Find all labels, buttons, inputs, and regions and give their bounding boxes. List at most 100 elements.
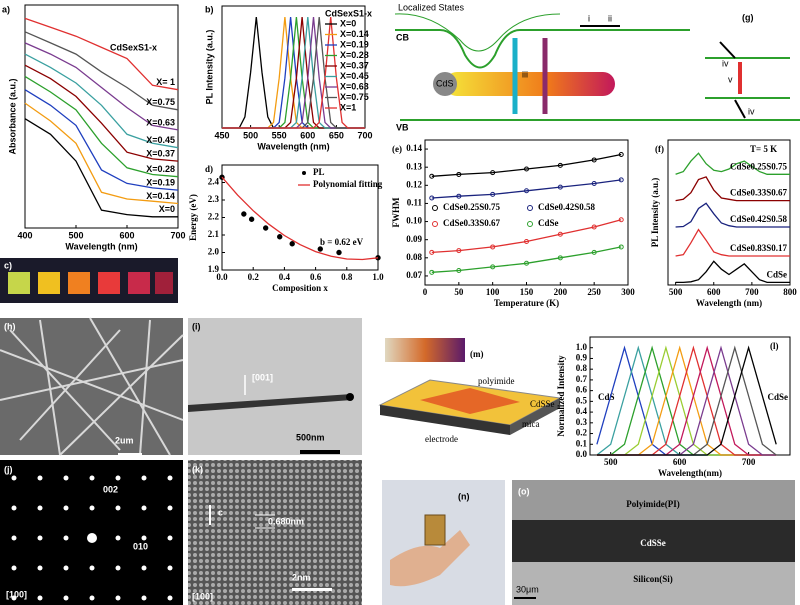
diffraction-spot xyxy=(63,565,69,571)
y-tick-label: 0.09 xyxy=(406,234,422,244)
x-tick-label: 0.4 xyxy=(279,272,291,282)
diffraction-spot xyxy=(37,565,43,571)
legend-label: PL xyxy=(313,167,325,177)
y-axis-label: PL Intensity (a.u.) xyxy=(204,30,214,105)
zone-axis-label: [100] xyxy=(6,589,27,599)
diagram-label: ii xyxy=(608,13,612,23)
diffraction-spot xyxy=(115,595,121,601)
panel-label: (n) xyxy=(458,491,470,501)
series-line xyxy=(596,345,777,456)
series-label: X=0 xyxy=(159,204,175,214)
data-point xyxy=(524,188,529,194)
diagram-label: i xyxy=(588,13,590,23)
zone-axis-label: [100] xyxy=(192,591,213,601)
series-label: CdSe0.33S0.67 xyxy=(730,188,788,198)
x-tick-label: 700 xyxy=(742,457,756,467)
y-tick-label: 0.11 xyxy=(407,198,423,208)
diagram-g: Localized States (g) CB VB i ii iii iv v… xyxy=(394,2,800,132)
data-point xyxy=(591,157,597,163)
data-point xyxy=(456,268,462,273)
diffraction-spot xyxy=(11,505,17,511)
x-axis-label: Composition x xyxy=(272,283,328,293)
series-line xyxy=(596,345,777,456)
y-tick-label: 0.1 xyxy=(576,438,588,448)
series-label: CdSe0.25S0.75 xyxy=(730,161,788,171)
data-point xyxy=(490,244,496,250)
diffraction-spot xyxy=(115,565,121,571)
x-tick-label: 0.0 xyxy=(216,272,228,282)
annotation: T= 5 K xyxy=(750,144,777,154)
panel-label: b) xyxy=(205,4,214,14)
series-line xyxy=(24,31,179,111)
y-tick-label: 0.08 xyxy=(406,252,422,262)
layer-label: Polyimide(PI) xyxy=(626,499,680,509)
data-point xyxy=(429,269,435,275)
data-point xyxy=(557,184,563,190)
series-label: X=0.28 xyxy=(146,164,175,174)
legend-label: X=0.75 xyxy=(340,92,369,102)
direction-label: [001] xyxy=(252,372,273,382)
series-line xyxy=(24,89,179,191)
series-line xyxy=(675,152,790,175)
scale-bar-label: 2um xyxy=(115,435,134,445)
diagram-label: iv xyxy=(748,106,755,116)
diffraction-spot xyxy=(87,533,97,543)
diffraction-spot xyxy=(141,505,147,511)
data-point xyxy=(317,246,323,252)
series-label: X=0.63 xyxy=(146,117,175,127)
image-i: (i) [001] 500nm xyxy=(188,318,362,455)
y-tick-label: 0.07 xyxy=(406,270,422,280)
y-tick-label: 1.0 xyxy=(576,342,588,352)
series-label: X=0.75 xyxy=(146,97,175,107)
x-tick-label: 650 xyxy=(329,130,344,140)
y-tick-label: 2.0 xyxy=(208,247,220,257)
data-point xyxy=(429,195,435,201)
y-axis-label: Normalized Intensity xyxy=(556,355,566,437)
series-line xyxy=(596,345,777,456)
panel-label: (m) xyxy=(470,349,484,359)
y-tick-label: 0.6 xyxy=(576,385,588,395)
y-tick-label: 0.9 xyxy=(576,353,588,363)
diagram-label: CdS xyxy=(436,78,454,88)
diffraction-spot xyxy=(37,595,43,601)
diffraction-spot xyxy=(167,535,173,541)
x-tick-label: 400 xyxy=(17,230,32,240)
panel-label: c) xyxy=(4,260,12,270)
annotation: CdS xyxy=(598,392,615,402)
image-o: (o) Polyimide(PI) CdSSe Silicon(Si) 30μm xyxy=(512,480,795,605)
y-axis-label: Absorbance (a.u.) xyxy=(7,78,17,154)
diffraction-spot xyxy=(167,595,173,601)
y-axis-label: FWHM xyxy=(391,197,401,227)
series-line xyxy=(675,176,790,202)
x-tick-label: 500 xyxy=(604,457,618,467)
y-tick-label: 0.2 xyxy=(576,428,588,438)
legend-label: X=0.14 xyxy=(340,29,369,39)
legend-swatch xyxy=(527,221,533,227)
data-point xyxy=(429,249,435,255)
legend-label: X=0.37 xyxy=(340,60,369,70)
diffraction-spot xyxy=(89,505,95,511)
y-tick-label: 0.13 xyxy=(406,161,422,171)
legend-title: CdSexS1-x xyxy=(325,8,372,18)
y-tick-label: 0.14 xyxy=(406,143,422,153)
x-tick-label: 450 xyxy=(214,130,229,140)
x-tick-label: 0 xyxy=(423,287,428,297)
series-line xyxy=(431,246,622,273)
y-tick-label: 2.3 xyxy=(208,194,220,204)
legend-label: X=0.45 xyxy=(340,71,369,81)
x-tick-label: 500 xyxy=(243,130,258,140)
x-axis-label: Wavelength (nm) xyxy=(65,241,137,251)
series-line xyxy=(675,228,790,257)
x-tick-label: 700 xyxy=(170,230,185,240)
x-tick-label: 700 xyxy=(745,287,759,297)
legend-label: X=0 xyxy=(340,18,356,28)
x-tick-label: 100 xyxy=(486,287,500,297)
panel-label: (f) xyxy=(655,144,664,154)
y-tick-label: 0.12 xyxy=(406,179,422,189)
legend-label: X=1 xyxy=(340,102,356,112)
x-tick-label: 0.2 xyxy=(248,272,260,282)
plot-frame xyxy=(24,4,179,229)
panel-label: a) xyxy=(2,4,10,14)
annotation: CdSe xyxy=(767,392,788,402)
